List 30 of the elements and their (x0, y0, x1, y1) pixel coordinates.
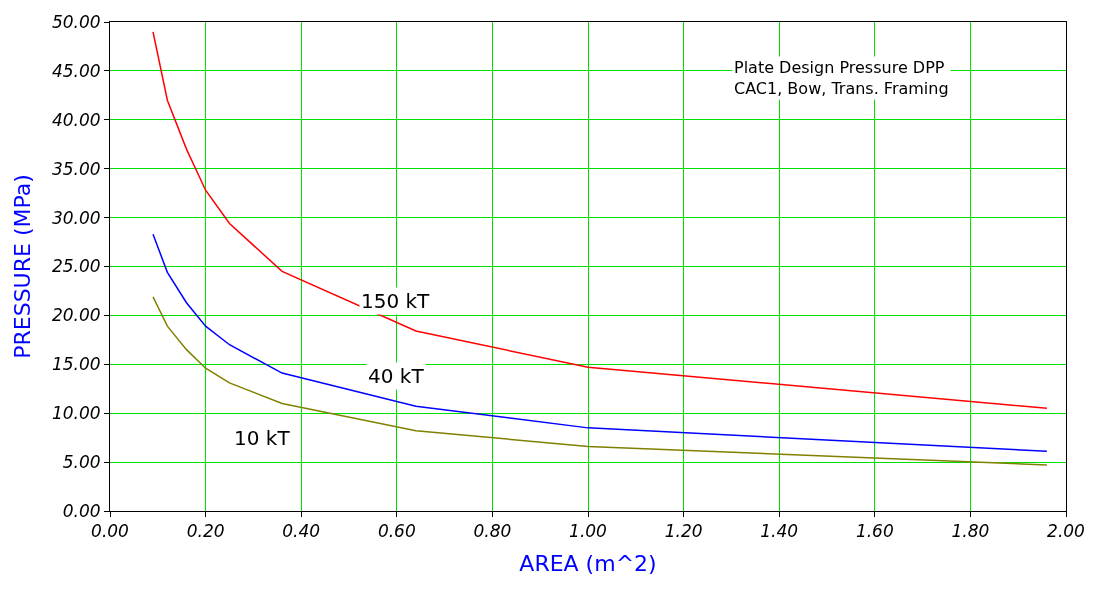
annotation: Plate Design Pressure DPP CAC1, Bow, Trans. Framing (734, 58, 949, 98)
x-tick-label: 1.20 (664, 521, 703, 542)
x-tick-label: 0.80 (473, 521, 512, 542)
series-label: 40 kT (368, 364, 425, 388)
x-tick-label: 1.60 (855, 521, 894, 542)
y-axis-title: PRESSURE (MPa) (9, 174, 35, 359)
x-tick-label: 0.60 (377, 521, 416, 542)
line-series (152, 31, 1048, 410)
y-tick-label: 15.00 (51, 354, 101, 375)
y-tick-label: 0.00 (62, 500, 101, 521)
line-series (152, 233, 1048, 453)
y-tick-label: 5.00 (62, 452, 101, 473)
x-tick-label: 0.00 (91, 521, 129, 542)
y-tick-label: 30.00 (51, 207, 101, 228)
y-tick-label: 10.00 (51, 403, 101, 424)
series-label: 150 kT (361, 289, 431, 313)
x-tick-label: 1.00 (569, 521, 607, 542)
x-tick-label: 1.40 (760, 521, 799, 542)
x-tick-label: 0.40 (282, 521, 321, 542)
x-tick-label: 1.80 (951, 521, 990, 542)
y-tick-label: 20.00 (51, 305, 101, 326)
x-tick-label: 0.20 (186, 521, 225, 542)
x-tick-label: 2.00 (1047, 521, 1085, 542)
y-tick-label: 25.00 (51, 256, 101, 277)
y-tick-label: 45.00 (51, 60, 101, 81)
y-tick-label: 50.00 (51, 11, 101, 32)
y-tick-label: 35.00 (51, 158, 101, 179)
series-label: 10 kT (234, 426, 291, 450)
y-tick-label: 40.00 (51, 109, 101, 130)
x-axis-title: AREA (m^2) (519, 551, 657, 577)
